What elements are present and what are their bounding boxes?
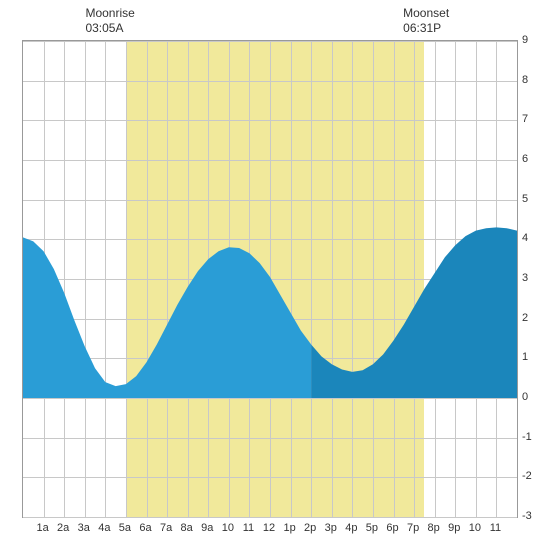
x-tick-label: 10 (222, 522, 234, 534)
x-tick-label: 8p (428, 522, 440, 534)
tide-area (23, 41, 517, 517)
y-tick-label: -3 (522, 510, 532, 522)
moonrise-label-time: 03:05A (85, 21, 134, 36)
y-tick-label: 4 (522, 232, 528, 244)
x-tick-label: 12 (263, 522, 275, 534)
x-tick-label: 5p (366, 522, 378, 534)
moonset-label-title: Moonset (403, 6, 449, 21)
y-tick-label: 7 (522, 113, 528, 125)
x-tick-label: 3p (325, 522, 337, 534)
y-tick-label: -2 (522, 470, 532, 482)
x-tick-label: 6a (139, 522, 151, 534)
moonrise-label-title: Moonrise (85, 6, 134, 21)
y-tick-label: 1 (522, 351, 528, 363)
x-tick-label: 7a (160, 522, 172, 534)
y-tick-label: 3 (522, 272, 528, 284)
x-tick-label: 3a (78, 522, 90, 534)
y-tick-label: 8 (522, 74, 528, 86)
x-tick-label: 9a (201, 522, 213, 534)
x-tick-label: 6p (386, 522, 398, 534)
x-tick-label: 7p (407, 522, 419, 534)
x-tick-label: 4a (98, 522, 110, 534)
x-tick-label: 1a (36, 522, 48, 534)
y-tick-label: 0 (522, 391, 528, 403)
x-tick-label: 9p (448, 522, 460, 534)
x-tick-label: 11 (490, 522, 501, 534)
y-tick-label: -1 (522, 431, 532, 443)
x-tick-label: 1p (283, 522, 295, 534)
x-tick-label: 2p (304, 522, 316, 534)
x-tick-label: 11 (243, 522, 254, 534)
x-tick-label: 4p (345, 522, 357, 534)
x-tick-label: 8a (181, 522, 193, 534)
tide-fill-pm (311, 227, 517, 398)
tide-chart: 1a2a3a4a5a6a7a8a9a1011121p2p3p4p5p6p7p8p… (0, 0, 550, 550)
plot-area (22, 40, 518, 518)
gridline-h (23, 517, 517, 518)
moonset-label-time: 06:31P (403, 21, 449, 36)
x-tick-label: 10 (469, 522, 481, 534)
moonrise-label: Moonrise03:05A (85, 6, 134, 36)
y-tick-label: 5 (522, 193, 528, 205)
tide-fill-am (23, 237, 311, 398)
x-tick-label: 2a (57, 522, 69, 534)
y-tick-label: 2 (522, 312, 528, 324)
y-tick-label: 6 (522, 153, 528, 165)
moonset-label: Moonset06:31P (403, 6, 449, 36)
x-tick-label: 5a (119, 522, 131, 534)
y-tick-label: 9 (522, 34, 528, 46)
